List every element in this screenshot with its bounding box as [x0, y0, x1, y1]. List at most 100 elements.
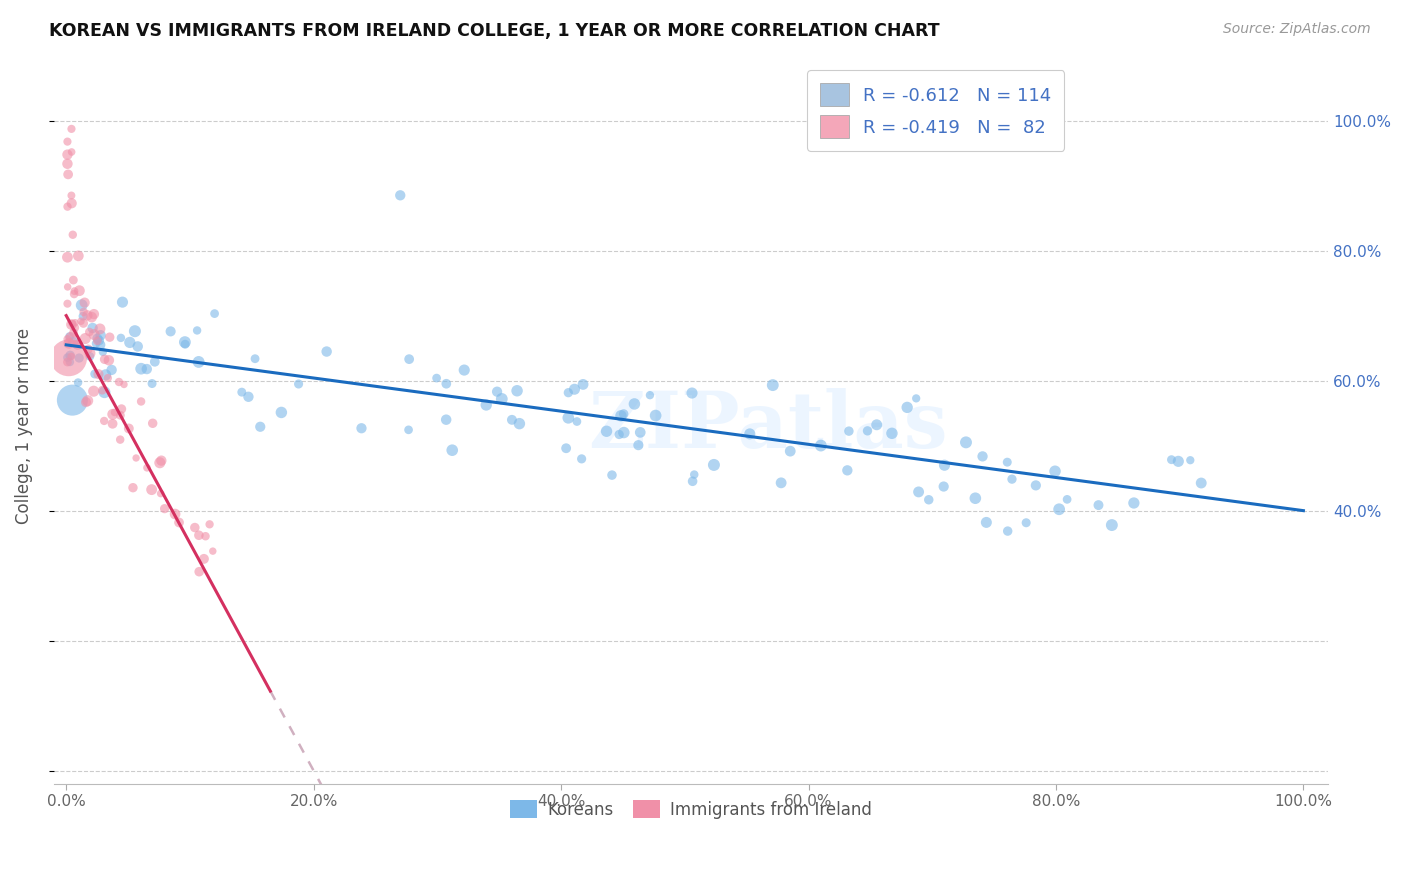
Point: [1015, 516, 1038, 530]
Point: [75, 395, 97, 409]
Point: [103, 405, 125, 419]
Point: [644, 409, 666, 423]
Point: [607, 427, 630, 442]
Point: [613, 407, 636, 421]
Point: [681, 386, 703, 401]
Point: [1101, 518, 1123, 533]
Point: [56, 168, 79, 182]
Point: [67, 284, 90, 298]
Point: [125, 450, 148, 465]
Point: [93, 352, 115, 367]
Point: [201, 544, 224, 558]
Point: [187, 355, 209, 369]
Point: [571, 451, 593, 466]
Point: [83, 384, 105, 399]
Point: [880, 426, 903, 441]
Point: [72, 305, 94, 319]
Point: [186, 323, 208, 337]
Point: [87, 367, 110, 381]
Point: [124, 324, 146, 338]
Point: [60, 317, 83, 331]
Point: [905, 392, 928, 406]
Point: [627, 438, 650, 452]
Point: [896, 401, 918, 415]
Point: [93, 414, 115, 428]
Point: [441, 443, 464, 458]
Point: [56, 351, 79, 365]
Point: [426, 371, 449, 385]
Point: [682, 475, 704, 489]
Point: [56, 296, 79, 310]
Point: [918, 492, 941, 507]
Point: [60, 393, 83, 408]
Point: [60, 145, 83, 159]
Point: [174, 335, 197, 350]
Point: [101, 407, 124, 421]
Point: [856, 424, 879, 438]
Point: [60, 318, 83, 332]
Point: [770, 475, 793, 490]
Point: [1122, 496, 1144, 510]
Point: [72, 309, 94, 323]
Point: [238, 390, 260, 404]
Point: [564, 382, 586, 396]
Point: [60, 188, 83, 202]
Point: [101, 417, 124, 431]
Point: [866, 417, 889, 432]
Point: [59, 355, 82, 369]
Point: [243, 351, 266, 366]
Point: [453, 363, 475, 377]
Point: [129, 361, 152, 376]
Point: [572, 377, 595, 392]
Point: [972, 450, 994, 464]
Point: [66, 337, 89, 351]
Point: [56, 250, 79, 264]
Point: [1025, 478, 1047, 492]
Point: [70, 298, 93, 312]
Point: [997, 524, 1019, 538]
Point: [193, 552, 215, 566]
Point: [56, 355, 79, 369]
Point: [135, 362, 157, 376]
Point: [58, 336, 80, 351]
Point: [84, 336, 107, 351]
Point: [434, 412, 457, 426]
Point: [995, 455, 1018, 469]
Point: [143, 355, 166, 369]
Point: [167, 516, 190, 530]
Point: [907, 484, 929, 499]
Point: [91, 345, 114, 359]
Point: [112, 377, 135, 392]
Point: [623, 397, 645, 411]
Point: [934, 458, 956, 473]
Point: [1047, 502, 1070, 516]
Point: [108, 433, 131, 447]
Point: [62, 326, 84, 340]
Point: [595, 424, 617, 438]
Point: [118, 335, 141, 350]
Point: [86, 331, 108, 345]
Legend: Koreans, Immigrants from Ireland: Koreans, Immigrants from Ireland: [503, 794, 879, 825]
Point: [837, 463, 859, 477]
Point: [77, 342, 100, 356]
Point: [89, 338, 111, 352]
Point: [63, 287, 86, 301]
Point: [149, 456, 172, 470]
Point: [129, 394, 152, 409]
Point: [204, 307, 226, 321]
Point: [249, 419, 271, 434]
Point: [398, 352, 420, 367]
Point: [965, 491, 987, 506]
Point: [90, 328, 112, 343]
Point: [67, 249, 90, 263]
Point: [141, 376, 163, 391]
Point: [491, 392, 513, 406]
Point: [110, 402, 132, 417]
Point: [187, 528, 209, 542]
Point: [76, 309, 98, 323]
Point: [63, 316, 86, 330]
Point: [58, 329, 80, 343]
Point: [97, 371, 120, 385]
Point: [82, 321, 104, 335]
Point: [1043, 464, 1066, 478]
